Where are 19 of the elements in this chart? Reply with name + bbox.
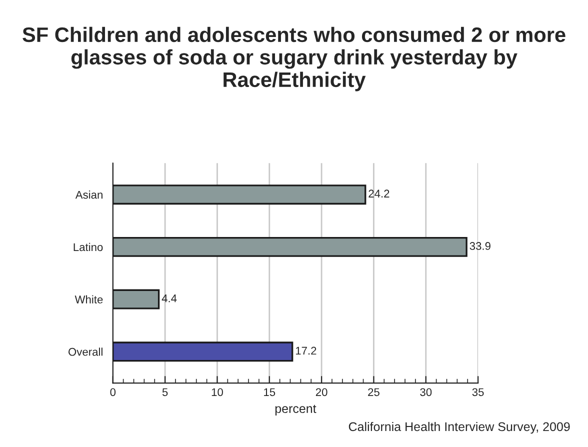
text: California Health Interview Survey, 2009 (348, 422, 570, 434)
chart-title: SF Children and adolescents who consumed 2 or more glasses of soda or sugary drink yesterday by Race/Ethnicity (22, 26, 566, 92)
y-tick-label: Latino (74, 242, 103, 252)
x-tick-label: 35 (472, 388, 484, 396)
data-label: 4.4 (162, 294, 177, 302)
x-tick-label: 0 (110, 388, 116, 396)
data-label: 33.9 (470, 242, 490, 250)
y-tick-label: Asian (75, 190, 102, 199)
x-tick-label: 20 (316, 388, 328, 396)
x-axis-title: percent (275, 404, 316, 416)
x-tick-label: 10 (212, 388, 223, 396)
x-tick-label: 5 (162, 388, 168, 396)
x-tick-label: 30 (420, 388, 432, 396)
data-label: 17.2 (296, 346, 316, 355)
y-tick-label: White (74, 295, 103, 304)
x-tick-label: 15 (264, 388, 276, 396)
x-tick-label: 25 (368, 388, 380, 396)
y-tick-label: Overall (68, 348, 102, 356)
data-label: 24.2 (368, 190, 390, 198)
